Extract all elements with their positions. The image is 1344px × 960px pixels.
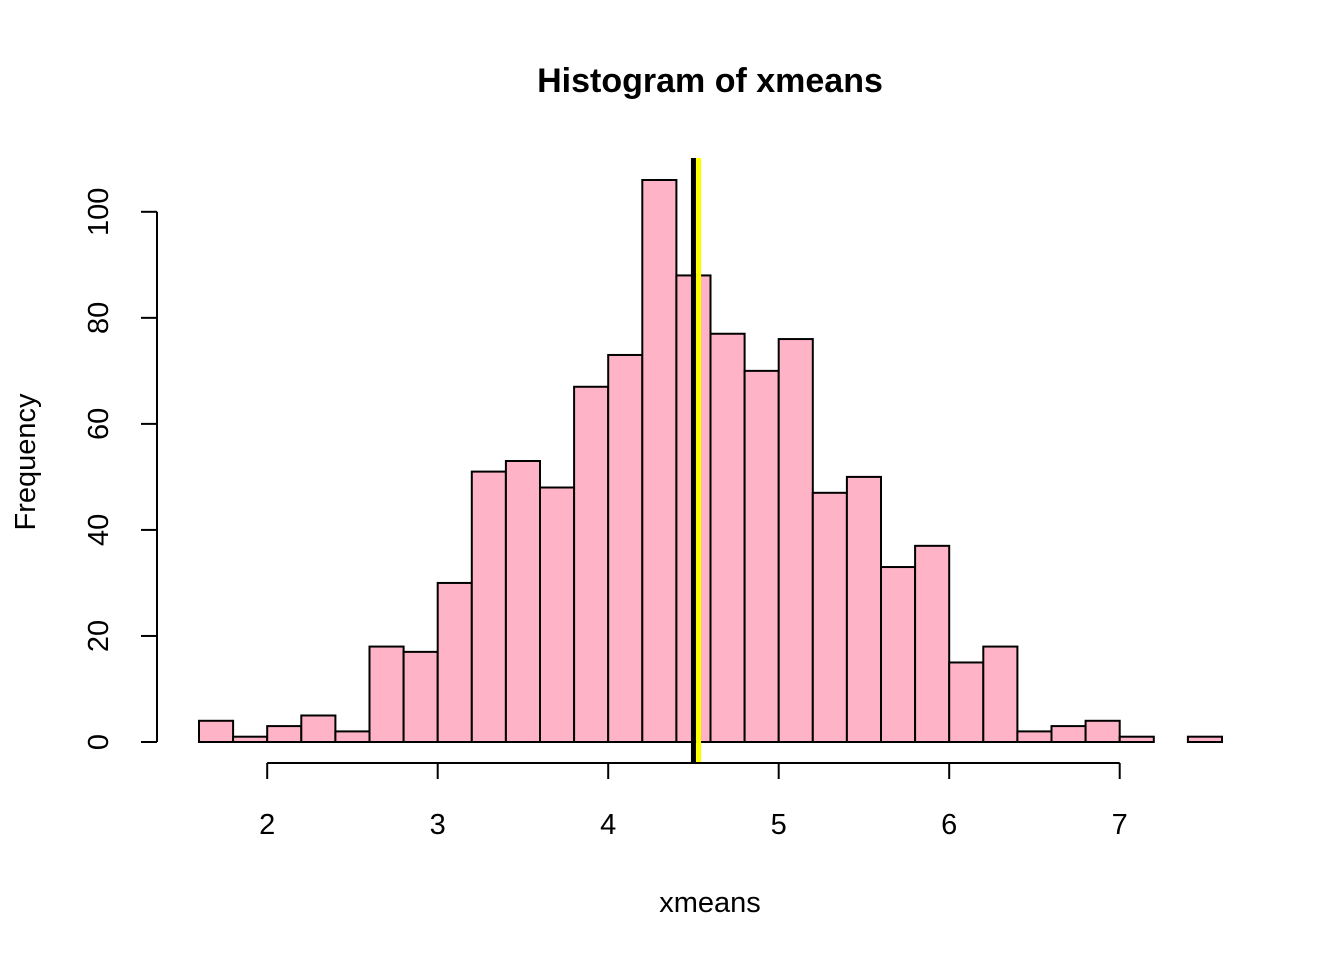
- histogram-bar-4: [334, 730, 371, 744]
- histogram-bar-13: [641, 179, 678, 743]
- histogram-bar-24: [1016, 730, 1053, 744]
- histogram-bar-18: [811, 491, 848, 743]
- histogram-bar-22: [948, 661, 985, 743]
- histogram-bar-12: [607, 353, 644, 743]
- histogram-bar-21: [914, 544, 951, 744]
- histogram-bar-16: [743, 369, 780, 743]
- y-tick-label-40: 40: [83, 514, 115, 546]
- histogram-bar-3: [300, 714, 337, 743]
- x-tick-label-7: 7: [1112, 809, 1128, 841]
- chart-title: Histogram of xmeans: [537, 62, 883, 100]
- histogram-bar-29: [1186, 735, 1224, 744]
- histogram-bar-2: [266, 725, 303, 744]
- histogram-bars: [198, 179, 1224, 744]
- y-tick-label-20: 20: [83, 620, 115, 652]
- histogram-bar-0: [198, 719, 235, 744]
- x-tick-label-5: 5: [771, 809, 787, 841]
- x-tick-label-4: 4: [600, 809, 616, 841]
- histogram-bar-15: [709, 332, 746, 743]
- reference-lines: [690, 158, 702, 763]
- histogram-bar-23: [982, 645, 1019, 743]
- histogram-bar-17: [777, 338, 814, 743]
- y-tick-label-100: 100: [83, 188, 115, 236]
- y-tick-label-0: 0: [83, 734, 115, 750]
- histogram-bar-6: [402, 650, 439, 743]
- x-tick-label-3: 3: [430, 809, 446, 841]
- x-axis: 2 3 4 5 6 7: [259, 762, 1128, 841]
- x-tick-label-2: 2: [259, 809, 275, 841]
- y-axis-label: Frequency: [10, 393, 42, 531]
- histogram-bar-11: [573, 385, 610, 743]
- y-tick-label-80: 80: [83, 302, 115, 334]
- histogram-bar-26: [1084, 719, 1121, 744]
- histogram-bar-20: [880, 566, 917, 743]
- y-tick-label-60: 60: [83, 408, 115, 440]
- x-axis-label: xmeans: [659, 887, 761, 919]
- histogram-bar-27: [1118, 735, 1155, 744]
- histogram-bar-7: [436, 581, 473, 744]
- histogram-bar-25: [1050, 725, 1087, 744]
- histogram-bar-1: [232, 735, 269, 744]
- histogram-bar-9: [504, 460, 541, 743]
- histogram-bar-19: [845, 475, 883, 743]
- histogram-bar-8: [470, 470, 507, 743]
- histogram-bar-5: [368, 645, 405, 743]
- x-tick-label-6: 6: [941, 809, 957, 841]
- y-axis: 0 20 40 60 80 100: [83, 188, 158, 750]
- histogram-bar-10: [539, 486, 576, 743]
